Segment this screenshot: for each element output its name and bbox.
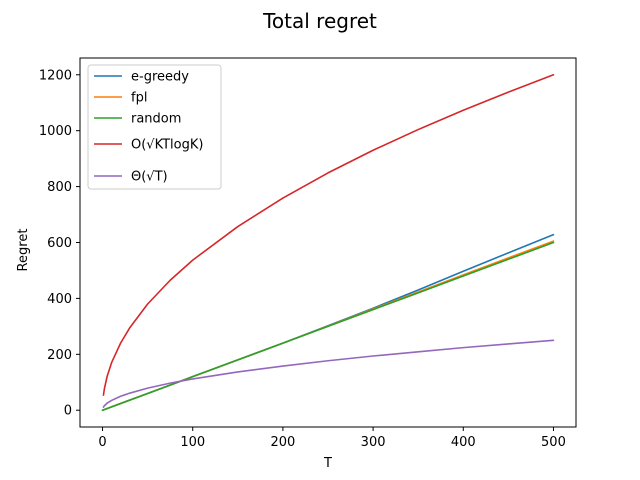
x-tick-label: 300 <box>361 435 386 450</box>
y-tick-label: 600 <box>47 236 72 251</box>
y-tick-label: 1000 <box>39 124 72 139</box>
axes-frame <box>79 57 577 428</box>
y-tick-label: 200 <box>47 348 72 363</box>
x-tick-label: 100 <box>180 435 205 450</box>
chart-title: Total regret <box>262 9 377 33</box>
y-tick-label: 800 <box>47 180 72 195</box>
legend-label-1: fpl <box>131 91 147 106</box>
x-tick-label: 200 <box>270 435 295 450</box>
x-tick-label: 0 <box>98 435 106 450</box>
series-lines <box>101 73 555 412</box>
x-axis-label: T <box>323 456 332 471</box>
x-tick-label: 400 <box>451 435 476 450</box>
x-axis: 0 100 200 300 400 500 <box>98 427 566 450</box>
legend-label-3: O(√KTlogK) <box>131 138 203 153</box>
x-tick-label: 500 <box>541 435 566 450</box>
y-tick-label: 1200 <box>39 68 72 83</box>
y-tick-label: 0 <box>64 404 72 419</box>
legend-label-0: e-greedy <box>131 70 189 85</box>
y-tick-label: 400 <box>47 292 72 307</box>
y-axis-label: Regret <box>16 229 31 272</box>
legend-box <box>87 64 222 190</box>
legend: e-greedy fpl random O(√KTlogK) Θ(√T) <box>87 64 222 190</box>
legend-label-4: Θ(√T) <box>131 170 168 185</box>
legend-label-2: random <box>131 112 181 127</box>
series-line-4 <box>102 339 555 408</box>
y-axis: 0 200 400 600 800 1000 1200 <box>39 68 80 419</box>
series-line-3 <box>102 73 555 396</box>
